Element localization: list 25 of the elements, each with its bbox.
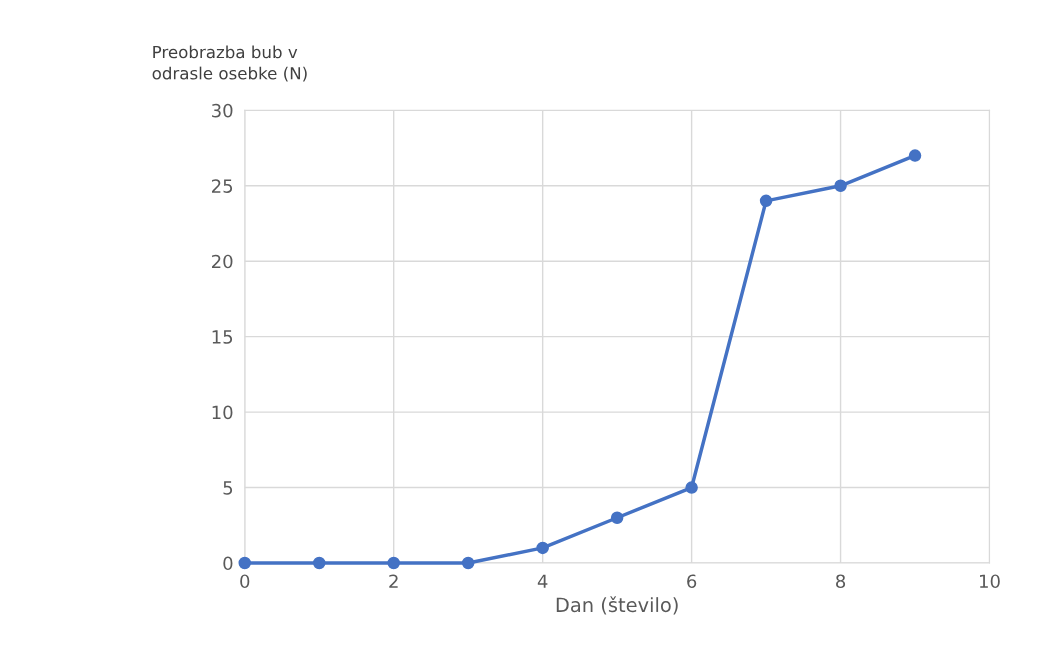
y-axis-title: Preobrazba bub v odrasle osebke (N) xyxy=(152,45,307,82)
y-tick-label: 15 xyxy=(212,330,233,344)
x-tick-label: 8 xyxy=(836,574,846,589)
point xyxy=(536,541,549,555)
point xyxy=(610,511,624,524)
y-tick-label: 20 xyxy=(212,254,233,269)
point xyxy=(908,149,922,162)
y-tick-label: 0 xyxy=(223,556,233,571)
x-tick-label: 6 xyxy=(687,574,697,589)
point xyxy=(312,556,326,570)
y-tick-label: 5 xyxy=(223,481,233,495)
x-tick-label: 0 xyxy=(240,574,250,589)
y-tick-label: 10 xyxy=(212,405,233,420)
point xyxy=(238,556,252,570)
point xyxy=(387,556,400,570)
x-axis-title: Dan (število) xyxy=(556,596,678,615)
y-tick-label: 25 xyxy=(212,179,233,193)
x-tick-label: 2 xyxy=(389,574,398,588)
y-tick-label: 30 xyxy=(212,103,233,118)
point xyxy=(461,556,475,570)
point xyxy=(759,194,773,208)
x-tick-label: 4 xyxy=(537,574,548,588)
point xyxy=(834,179,847,193)
point xyxy=(685,481,698,494)
x-tick-label: 10 xyxy=(980,574,1000,589)
